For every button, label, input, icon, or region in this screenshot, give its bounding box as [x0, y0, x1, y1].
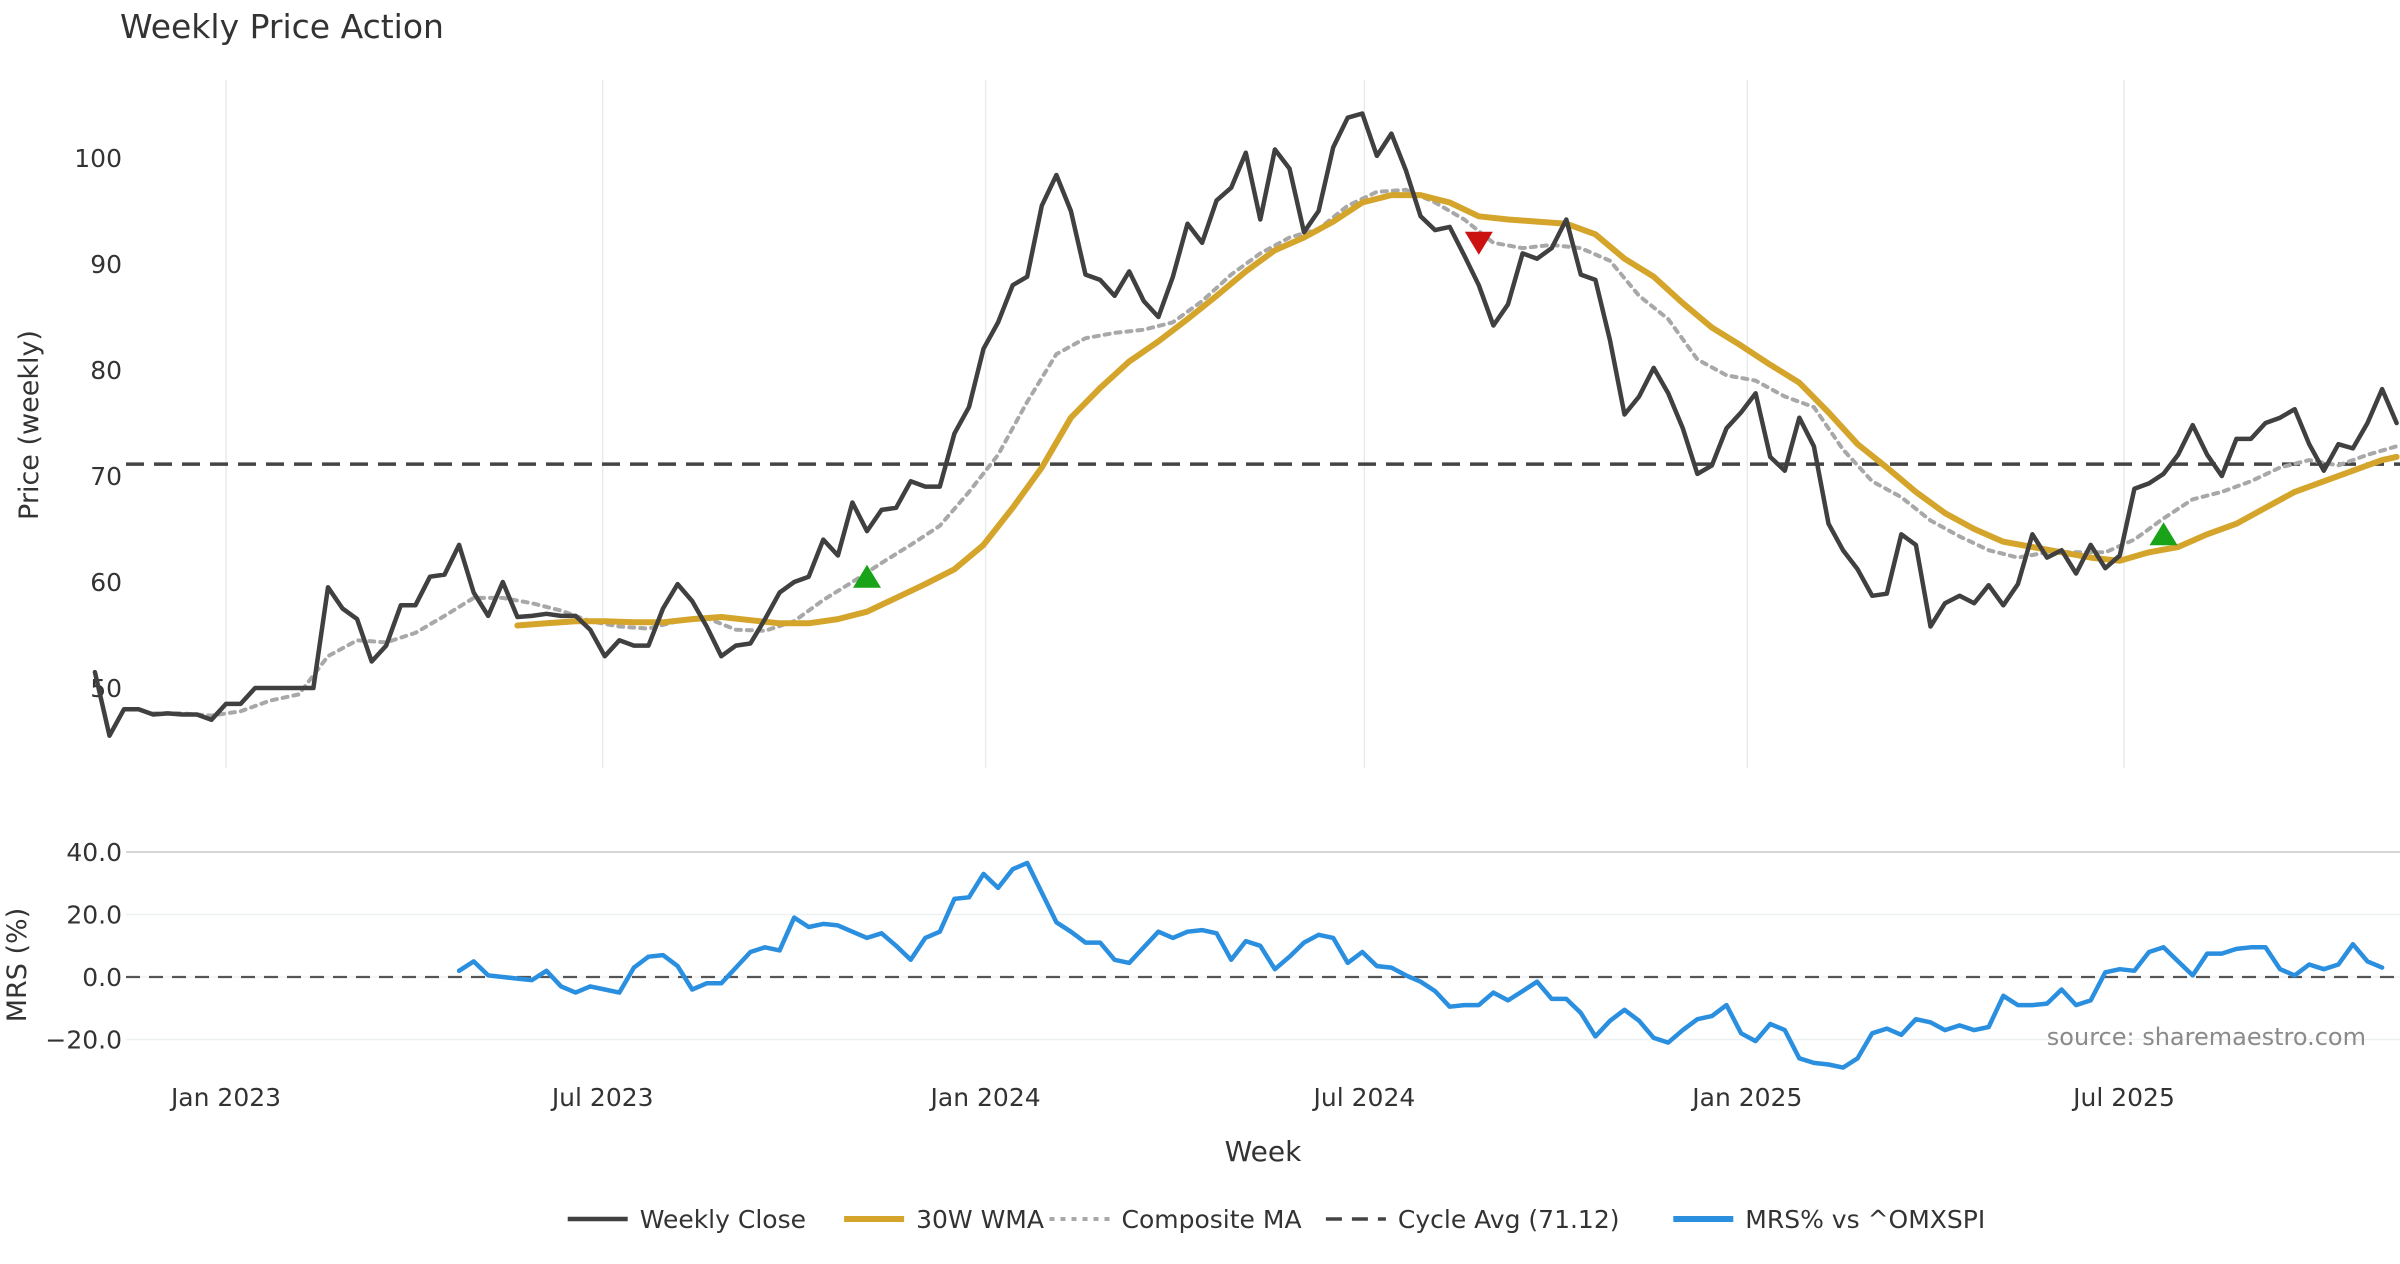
legend-entry: 30W WMA [844, 1205, 1044, 1234]
weekly-close-line [92, 111, 2399, 738]
price-y-tick-label: 60 [90, 568, 122, 597]
mrs-line [456, 860, 2385, 1070]
x-tick-label: Jan 2025 [1690, 1083, 1802, 1112]
x-tick-label: Jan 2024 [929, 1083, 1041, 1112]
mrs-y-tick-label: 40.0 [66, 838, 122, 867]
mrs-panel: 40.0 20.0 0.0 −20.0 [45, 838, 2400, 1070]
x-tick-label: Jul 2024 [1312, 1083, 1416, 1112]
wma-30w-line [514, 192, 2400, 629]
price-y-tick-label: 70 [90, 462, 122, 491]
price-y-axis-label: Price (weekly) [14, 330, 45, 520]
legend: Weekly Close 30W WMA Composite MA Cycle Avg… [567, 1205, 1985, 1234]
price-y-tick-label: 100 [74, 144, 122, 173]
price-y-tick-label: 80 [90, 356, 122, 385]
price-y-tick-label: 90 [90, 250, 122, 279]
sell-signal-marker [1464, 231, 1493, 255]
legend-entry: Composite MA [1049, 1205, 1302, 1234]
legend-entry: Weekly Close [567, 1205, 806, 1234]
legend-label: Composite MA [1122, 1205, 1302, 1234]
legend-entry: MRS% vs ^OMXSPI [1673, 1205, 1985, 1234]
mrs-y-tick-label: −20.0 [45, 1026, 122, 1055]
chart-title: Weekly Price Action [120, 7, 444, 46]
x-tick-label: Jul 2023 [550, 1083, 654, 1112]
mrs-y-tick-label: 0.0 [82, 963, 122, 992]
mrs-y-tick-label: 20.0 [66, 901, 122, 930]
legend-label: 30W WMA [916, 1205, 1044, 1234]
x-axis: Jan 2023 Jul 2023 Jan 2024 Jul 2024 Jan 2025… [169, 1083, 2175, 1112]
composite-ma-line [151, 187, 2399, 718]
buy-signal-marker [2149, 522, 2178, 546]
legend-label: Cycle Avg (71.12) [1398, 1205, 1620, 1234]
legend-label: Weekly Close [640, 1205, 806, 1234]
source-note: source: sharemaestro.com [2047, 1023, 2366, 1051]
x-axis-label: Week [1225, 1135, 1302, 1168]
legend-label: MRS% vs ^OMXSPI [1745, 1205, 1985, 1234]
mrs-y-axis-label: MRS (%) [2, 908, 33, 1023]
legend-entry: Cycle Avg (71.12) [1325, 1205, 1620, 1234]
buy-signal-marker [852, 564, 881, 588]
x-tick-label: Jan 2023 [169, 1083, 281, 1112]
x-tick-label: Jul 2025 [2071, 1083, 2175, 1112]
